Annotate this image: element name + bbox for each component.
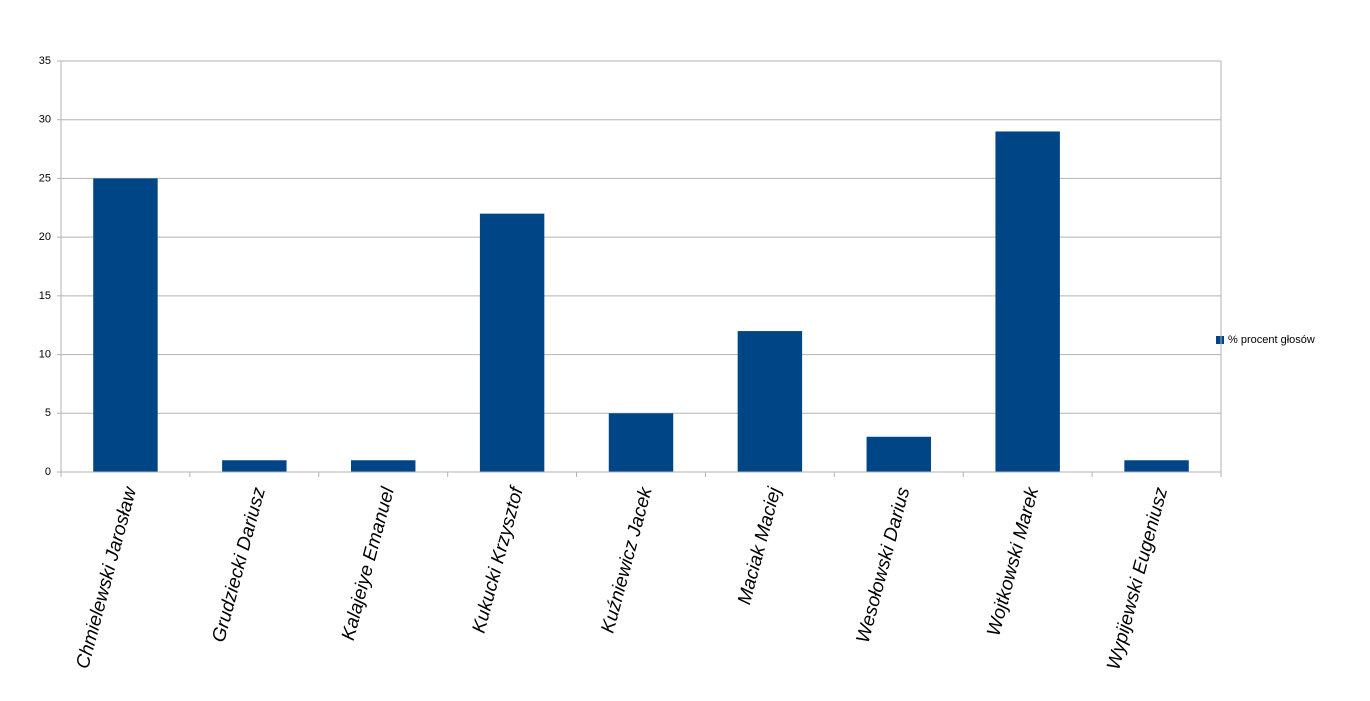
y-tick-label: 5 bbox=[45, 407, 51, 419]
y-tick-label: 10 bbox=[39, 348, 51, 360]
x-tick-label: Kuźniewicz Jacek bbox=[598, 484, 657, 636]
legend-swatch bbox=[1216, 336, 1224, 344]
bar bbox=[608, 413, 674, 472]
bar bbox=[222, 460, 287, 472]
x-tick-label: Wojtkowski Marek bbox=[983, 484, 1043, 639]
bar bbox=[995, 131, 1060, 472]
y-tick-label: 20 bbox=[39, 231, 51, 243]
y-tick-label: 25 bbox=[39, 172, 51, 184]
bar bbox=[93, 178, 158, 472]
bar bbox=[1124, 460, 1189, 472]
x-tick-label: Maciak Maciej bbox=[734, 484, 786, 606]
bar bbox=[737, 331, 803, 472]
y-tick-label: 30 bbox=[39, 114, 51, 126]
bar bbox=[479, 213, 545, 472]
x-tick-label: Kukucki Krzysztof bbox=[469, 484, 529, 636]
legend-label: % procent głosów bbox=[1228, 334, 1315, 346]
bar bbox=[866, 436, 931, 472]
x-tick-label: Kalajeiye Emanuel bbox=[338, 484, 399, 642]
y-tick-label: 15 bbox=[39, 290, 51, 302]
x-tick-label: Chmielewski Jarosław bbox=[72, 484, 141, 671]
y-tick-label: 0 bbox=[45, 466, 51, 478]
x-tick-label: Wypijewski Eugeniusz bbox=[1103, 485, 1172, 672]
x-tick-label: Wesołowski Darius bbox=[853, 485, 915, 646]
y-tick-label: 35 bbox=[39, 55, 51, 67]
x-tick-label: Grudziecki Dariusz bbox=[208, 485, 270, 645]
bar bbox=[351, 460, 416, 472]
